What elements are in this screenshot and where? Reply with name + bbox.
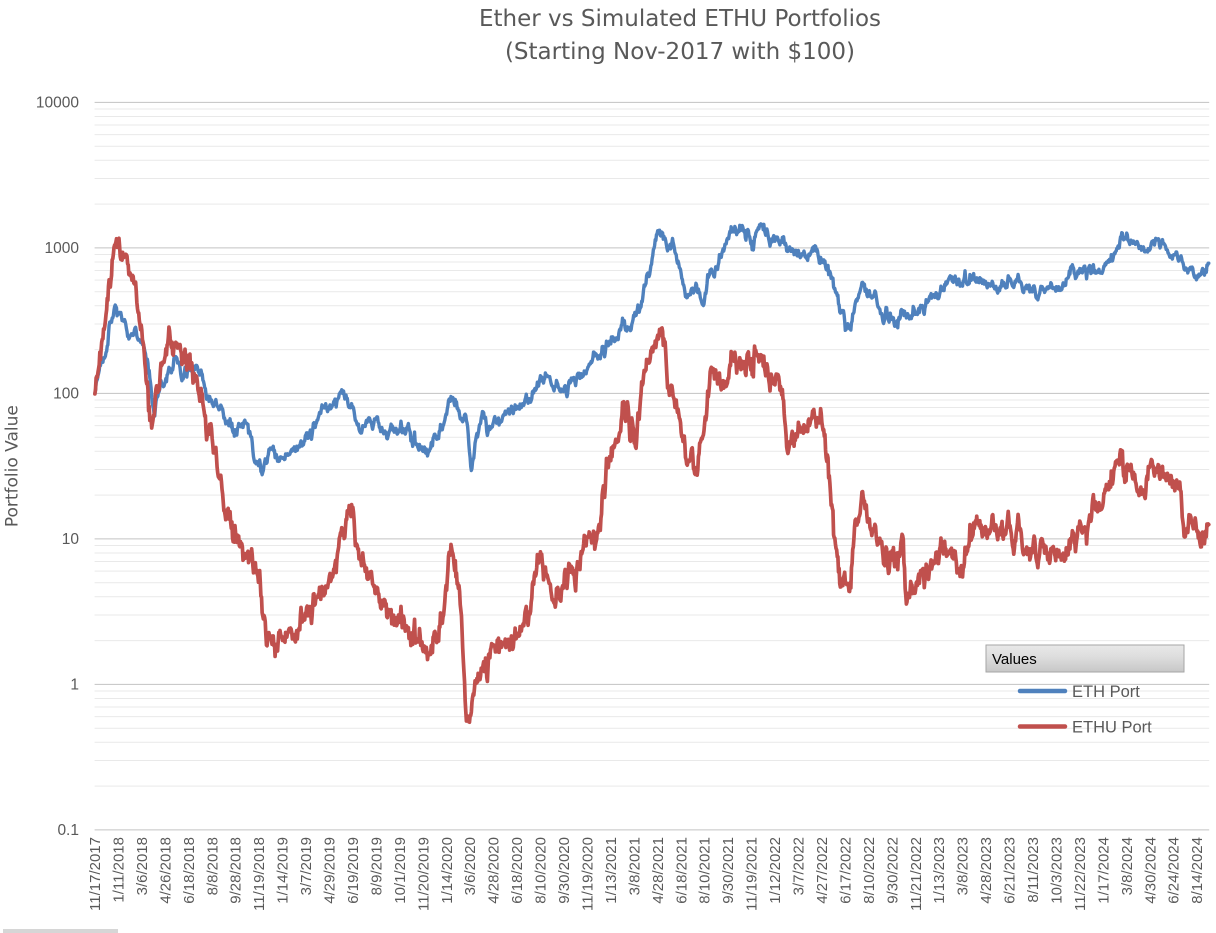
x-tick-label: 1/13/2021 <box>603 837 620 904</box>
x-tick-label: 8/9/2019 <box>368 837 385 895</box>
y-tick-label: 10000 <box>36 95 79 112</box>
x-tick-label: 8/10/2022 <box>861 837 878 904</box>
chart-title-line2: (Starting Nov-2017 with $100) <box>505 39 855 65</box>
x-tick-label: 11/21/2022 <box>908 837 925 911</box>
x-tick-label: 8/14/2024 <box>1189 837 1206 904</box>
x-tick-label: 11/19/2021 <box>744 837 761 911</box>
values-field-button-box[interactable] <box>985 644 1185 673</box>
x-tick-label: 4/28/2021 <box>650 837 667 904</box>
x-tick-label: 3/6/2020 <box>462 837 479 895</box>
x-tick-label: 3/8/2021 <box>626 837 643 895</box>
x-tick-label: 4/30/2024 <box>1142 837 1159 904</box>
x-tick-label: 1/17/2024 <box>1095 837 1112 904</box>
x-tick-label: 6/18/2021 <box>673 837 690 904</box>
x-tick-label: 4/26/2018 <box>157 837 174 904</box>
legend-item-ethu-port[interactable]: ETHU Port <box>1017 718 1152 736</box>
x-tick-label: 6/18/2018 <box>181 837 198 904</box>
x-tick-label: 11/20/2019 <box>415 837 432 911</box>
y-tick-label: 1000 <box>45 240 80 257</box>
x-tick-label: 11/22/2023 <box>1072 837 1089 911</box>
scrollbar-fragment[interactable] <box>3 929 118 933</box>
x-tick-label: 8/10/2021 <box>697 837 714 904</box>
x-tick-label: 3/6/2018 <box>134 837 151 895</box>
x-tick-label: 9/30/2020 <box>556 837 573 904</box>
x-tick-label: 11/19/2018 <box>251 837 268 911</box>
x-tick-label: 8/8/2018 <box>204 837 221 895</box>
x-tick-label: 1/14/2019 <box>275 837 292 904</box>
legend-item-label: ETHU Port <box>1072 718 1152 736</box>
x-tick-label: 11/17/2017 <box>87 837 104 911</box>
x-tick-label: 9/28/2018 <box>228 837 245 904</box>
x-tick-label: 9/30/2022 <box>884 837 901 904</box>
x-tick-label: 11/19/2020 <box>579 837 596 911</box>
x-tick-label: 10/1/2019 <box>392 837 409 904</box>
legend: ETH Port ETHU Port <box>1017 683 1152 736</box>
series-line-eth-port[interactable] <box>93 222 1211 477</box>
x-tick-label: 3/7/2019 <box>298 837 315 895</box>
x-tick-label: 4/28/2020 <box>486 837 503 904</box>
y-tick-label: 10 <box>62 531 80 548</box>
x-axis-tick-labels: 11/17/2017 1/11/2018 3/6/2018 4/26/2018 6/18… <box>87 837 1206 911</box>
chart-title-line1: Ether vs Simulated ETHU Portfolios <box>479 6 881 32</box>
x-tick-label: 4/27/2022 <box>814 837 831 904</box>
legend-item-eth-port[interactable]: ETH Port <box>1017 683 1140 701</box>
x-tick-label: 1/14/2020 <box>439 837 456 904</box>
x-tick-label: 3/8/2024 <box>1119 837 1136 895</box>
x-tick-label: 6/19/2019 <box>345 837 362 904</box>
legend-item-label: ETH Port <box>1072 683 1140 701</box>
x-tick-label: 4/28/2023 <box>978 837 995 904</box>
x-tick-label: 6/17/2022 <box>837 837 854 904</box>
x-tick-label: 1/12/2022 <box>767 837 784 904</box>
x-tick-label: 3/7/2022 <box>791 837 808 895</box>
x-tick-label: 4/29/2019 <box>322 837 339 904</box>
y-tick-label: 100 <box>53 386 79 403</box>
x-tick-label: 6/24/2024 <box>1166 837 1183 904</box>
x-tick-label: 8/11/2023 <box>1025 837 1042 903</box>
series-line-ethu-port[interactable] <box>93 236 1211 725</box>
x-tick-label: 9/30/2021 <box>720 837 737 904</box>
y-tick-label: 0.1 <box>57 822 79 839</box>
y-tick-label: 1 <box>70 677 79 694</box>
x-tick-label: 6/21/2023 <box>1002 837 1019 904</box>
x-tick-label: 3/8/2023 <box>955 837 972 895</box>
values-field-button-label: Values <box>992 651 1037 668</box>
x-tick-label: 1/11/2018 <box>110 837 127 903</box>
x-tick-label: 8/10/2020 <box>533 837 550 904</box>
x-tick-label: 6/18/2020 <box>509 837 526 904</box>
x-tick-label: 10/3/2023 <box>1048 837 1065 904</box>
x-tick-label: 1/13/2023 <box>931 837 948 904</box>
y-axis-title: Portfolio Value <box>3 405 23 527</box>
values-field-button[interactable]: Values <box>985 644 1185 673</box>
y-axis-tick-labels: 10000 1000 100 10 1 0.1 <box>36 95 80 839</box>
